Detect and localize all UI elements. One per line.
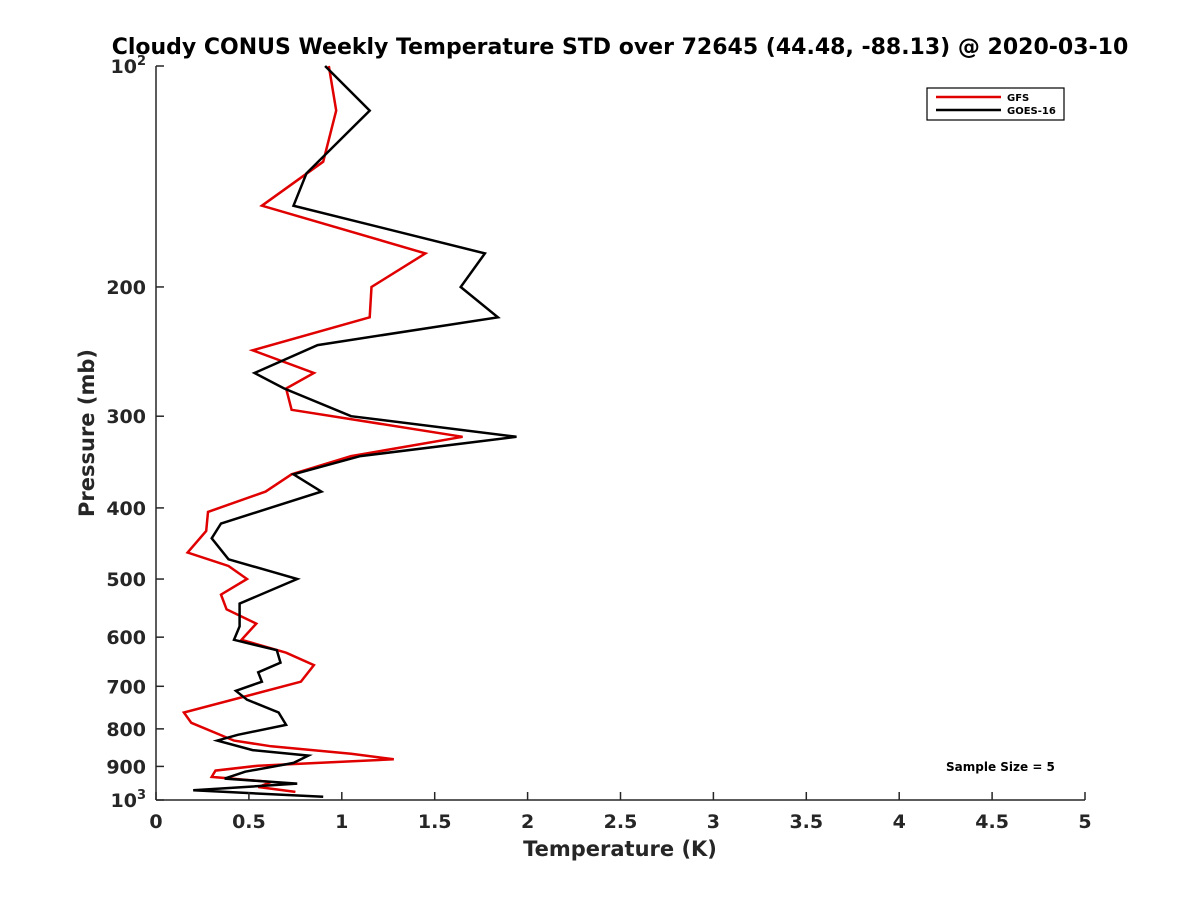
series-layer: [181, 65, 517, 799]
series-line-goes16: [193, 65, 517, 799]
y-tick-label: 300: [106, 406, 146, 428]
y-axis-label: Pressure (mb): [75, 349, 99, 517]
y-tick-label: 500: [106, 569, 146, 591]
y-tick-label: 200: [106, 277, 146, 299]
legend-label-gfs: GFS: [1007, 93, 1029, 104]
x-ticks: 0 0.5 1 1.5 2 2.5 3 3.5 4 4.5 5: [149, 792, 1092, 833]
series-line-gfs: [181, 65, 463, 794]
sample-size-annotation: Sample Size = 5: [946, 760, 1055, 774]
y-tick-label: 900: [106, 756, 146, 778]
y-tick-label: 700: [106, 676, 146, 698]
y-tick-label: 102: [111, 54, 147, 78]
x-tick-label: 1: [335, 811, 348, 833]
x-tick-label: 0.5: [232, 811, 266, 833]
y-tick-label: 800: [106, 719, 146, 741]
x-tick-label: 3.5: [789, 811, 823, 833]
y-tick-label: 400: [106, 498, 146, 520]
x-tick-label: 1.5: [418, 811, 452, 833]
chart-title: Cloudy CONUS Weekly Temperature STD over…: [112, 35, 1129, 60]
x-tick-label: 2.5: [604, 811, 638, 833]
x-tick-label: 4: [893, 811, 906, 833]
y-ticks: 102 200 300 400 500 600 700 800 900 103: [106, 54, 164, 812]
x-tick-label: 2: [521, 811, 534, 833]
y-tick-label: 103: [111, 788, 147, 812]
x-tick-label: 3: [707, 811, 720, 833]
legend-box: [926, 87, 1065, 121]
x-axis-label: Temperature (K): [523, 837, 717, 861]
x-tick-label: 0: [149, 811, 162, 833]
x-tick-label: 5: [1078, 811, 1091, 833]
legend: GFS GOES-16: [926, 87, 1065, 121]
y-tick-label: 600: [106, 627, 146, 649]
plot-area: [156, 66, 1085, 800]
legend-label-goes16: GOES-16: [1007, 106, 1056, 117]
x-tick-label: 4.5: [975, 811, 1009, 833]
